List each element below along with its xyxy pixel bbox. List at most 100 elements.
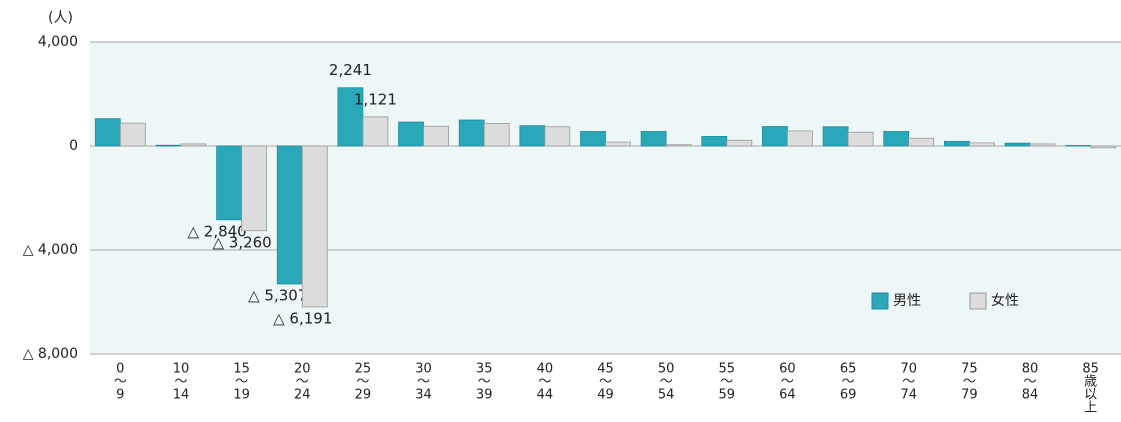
x-tick-label: 〜 (478, 375, 491, 390)
x-tick-label: 34 (415, 388, 432, 403)
x-tick-label: 69 (840, 388, 857, 403)
x-tick-label: 25 (355, 362, 372, 377)
x-tick-label: 上 (1084, 401, 1097, 416)
bar (94, 118, 121, 147)
bar (119, 122, 146, 147)
bar (155, 144, 182, 147)
x-tick-label: 14 (173, 388, 190, 403)
data-label: △ 3,260 (212, 233, 271, 251)
bar (423, 125, 449, 147)
x-tick-label: 80 (1022, 362, 1039, 377)
legend-swatch (871, 292, 889, 310)
bar (1090, 145, 1117, 149)
x-tick-label: 10 (173, 362, 190, 377)
x-tick-label: 〜 (296, 375, 309, 390)
x-tick-label: 44 (537, 388, 554, 403)
bar (726, 139, 753, 147)
x-tick-label: 9 (116, 388, 124, 403)
bar (276, 145, 303, 285)
bar (847, 131, 874, 147)
bar (216, 145, 243, 221)
x-tick-label: 〜 (963, 375, 976, 390)
x-tick-label: 20 (294, 362, 311, 377)
bar (241, 145, 268, 232)
x-tick-label: 40 (537, 362, 554, 377)
x-tick-label: 65 (840, 362, 857, 377)
x-tick-label: 〜 (1024, 375, 1037, 390)
bar (605, 141, 631, 147)
x-tick-label: 〜 (114, 375, 127, 390)
bar (362, 116, 389, 147)
x-tick-label: 以 (1084, 388, 1097, 403)
x-tick-label: 75 (961, 362, 978, 377)
legend-label: 女性 (991, 292, 1019, 309)
x-tick-label: 55 (719, 362, 736, 377)
bar (787, 130, 813, 147)
x-tick-label: 〜 (599, 375, 612, 390)
x-tick-label: 45 (597, 362, 614, 377)
bar (968, 142, 995, 147)
x-tick-label: 70 (900, 362, 917, 377)
bar (1004, 142, 1031, 147)
bar (458, 119, 485, 147)
x-tick-label: 39 (476, 388, 493, 403)
x-tick-label: 74 (900, 388, 917, 403)
x-tick-label: 60 (779, 362, 796, 377)
x-tick-label: 〜 (174, 375, 187, 390)
bar (337, 87, 364, 147)
bar (483, 122, 510, 147)
legend-swatch (969, 292, 987, 310)
x-tick-label: 15 (233, 362, 250, 377)
x-tick-label: 19 (233, 388, 250, 403)
x-tick-label: 35 (476, 362, 493, 377)
x-tick-label: 24 (294, 388, 311, 403)
y-tick-label: △ 8,000 (23, 346, 78, 362)
bar (1029, 143, 1056, 147)
bar (908, 137, 935, 147)
x-tick-label: 〜 (417, 375, 430, 390)
data-label: 2,241 (329, 61, 372, 79)
y-tick-label: △ 4,000 (23, 242, 78, 258)
x-tick-label: 64 (779, 388, 796, 403)
bar (180, 143, 207, 147)
x-tick-label: 〜 (538, 375, 551, 390)
x-tick-label: 〜 (902, 375, 915, 390)
x-tick-label: 〜 (720, 375, 733, 390)
bar (301, 145, 328, 308)
x-tick-label: 29 (355, 388, 372, 403)
data-label: △ 5,307 (248, 286, 307, 304)
x-tick-label: 50 (658, 362, 675, 377)
x-tick-label: 〜 (660, 375, 673, 390)
bar (519, 125, 546, 147)
y-tick-label: 0 (69, 138, 78, 154)
bar (544, 126, 571, 147)
x-tick-label: 30 (415, 362, 432, 377)
bar (665, 144, 692, 147)
bar (701, 135, 728, 147)
bar (1065, 145, 1092, 147)
x-tick-label: 〜 (842, 375, 855, 390)
bar (762, 126, 788, 147)
y-tick-label: 4,000 (38, 34, 78, 50)
x-tick-label: 0 (116, 362, 124, 377)
unit-label: (人) (48, 10, 73, 26)
x-tick-label: 〜 (356, 375, 369, 390)
bar (822, 126, 849, 147)
bar (640, 131, 667, 147)
x-tick-label: 59 (719, 388, 736, 403)
x-tick-label: 49 (597, 388, 614, 403)
x-tick-label: 54 (658, 388, 675, 403)
data-label: △ 2,840 (187, 222, 246, 240)
x-tick-label: 85 (1082, 362, 1099, 377)
data-label: △ 6,191 (273, 309, 332, 327)
bar (580, 131, 606, 147)
x-tick-label: 79 (961, 388, 978, 403)
bar (883, 131, 910, 147)
data-label: 1,121 (354, 90, 397, 108)
legend-label: 男性 (893, 293, 921, 309)
x-tick-label: 〜 (781, 375, 794, 390)
x-tick-label: 84 (1022, 388, 1039, 403)
x-tick-label: 歳 (1084, 375, 1097, 390)
bar (398, 121, 424, 147)
